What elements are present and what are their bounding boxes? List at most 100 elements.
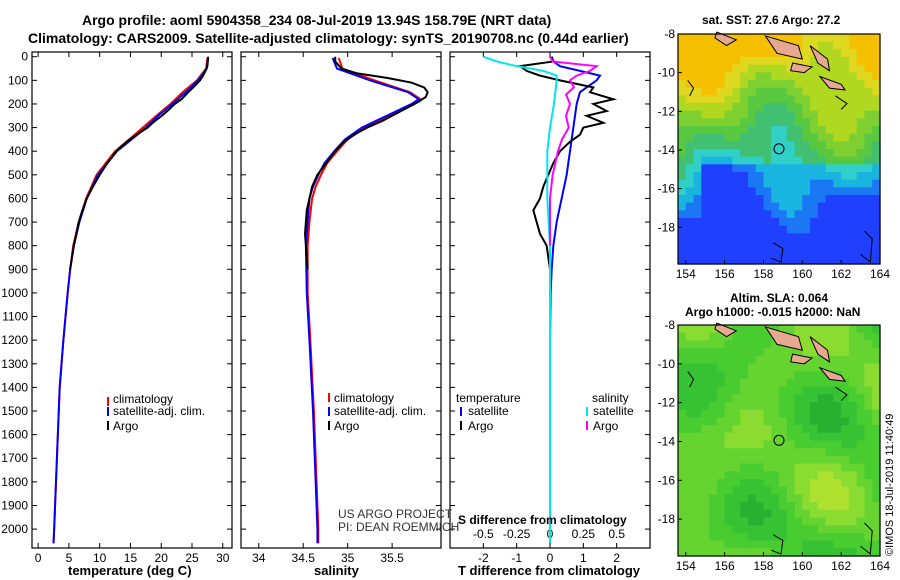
panel-sst-cell — [709, 87, 718, 96]
panel-sla-cell — [856, 371, 866, 380]
panel-sla-cell — [841, 371, 850, 380]
legend-s-argo-label: Argo — [593, 419, 619, 433]
panel-sst-cell — [848, 49, 858, 58]
panel-sst-cell — [810, 256, 819, 265]
panel-sla-cell — [825, 325, 834, 334]
credit-project: US ARGO PROJECT — [338, 507, 453, 521]
panel-sst-cell — [864, 126, 873, 135]
panel-sla-cell — [802, 371, 811, 380]
panel-sla-cell — [848, 363, 858, 372]
panel-sla-cell — [732, 348, 741, 357]
panel-sla-cell — [864, 471, 873, 480]
salinity-xtick-label: 34 — [252, 551, 266, 565]
panel-sla-cell — [848, 332, 858, 341]
panel-sst-cell — [872, 149, 881, 158]
panel-sla-cell — [779, 425, 788, 434]
panel-sla-cell — [794, 509, 803, 519]
panel-sla-cell — [740, 525, 749, 534]
panel-sst-cell — [693, 41, 702, 50]
panel-sla-cell — [724, 509, 733, 519]
panel-sst-cell — [724, 41, 733, 50]
panel-sla-cell — [794, 371, 803, 380]
panel-sla-cell — [810, 509, 819, 519]
panel-sst-cell — [833, 195, 842, 204]
panel-sst-cell — [848, 156, 858, 165]
panel-sla-cell — [802, 463, 811, 472]
panel-sla-cell — [825, 463, 834, 472]
legend-argo-label: Argo — [334, 419, 360, 433]
panel-sla-ytick-label: -18 — [658, 512, 676, 526]
panel-sla-cell — [716, 425, 726, 434]
panel-sst-cell — [685, 164, 695, 173]
panel-sst-cell — [841, 49, 850, 58]
panel-sst-cell — [794, 72, 803, 81]
panel-sla-cell — [856, 486, 866, 495]
panel-sst-cell — [825, 172, 834, 181]
panel-sst-cell — [771, 195, 780, 204]
panel-sla-cell — [685, 425, 695, 434]
panel-sst-cell — [841, 141, 850, 150]
panel-sst-cell — [786, 241, 796, 250]
panel-sst-cell — [747, 195, 757, 204]
panel-sla-cell — [825, 363, 834, 372]
panel-sst-cell — [841, 149, 850, 158]
panel-sst-cell — [841, 133, 850, 142]
panel-sst-xtick-label: 154 — [676, 267, 696, 281]
panel-sst-cell — [678, 164, 687, 173]
panel-sst-cell — [716, 248, 726, 257]
panel-sst-cell — [833, 218, 842, 227]
panel-sst-cell — [848, 64, 858, 73]
panel-sst-cell — [716, 218, 726, 227]
legend-t-satellite-label: satellite — [468, 404, 509, 418]
panel-sla-cell — [771, 409, 780, 418]
panel-sst-cell — [771, 187, 780, 196]
panel-sla-cell — [740, 371, 749, 380]
panel-sla-cell — [817, 325, 827, 334]
panel-sla-cell — [771, 425, 780, 434]
panel-sst-cell — [856, 34, 866, 43]
panel-sla-cell — [810, 455, 819, 465]
panel-sla-cell — [810, 471, 819, 480]
panel-sst-cell — [732, 210, 741, 219]
legend-argo-label: Argo — [113, 419, 139, 433]
panel-sst-cell — [747, 141, 757, 150]
panel-sst-cell — [779, 187, 788, 196]
salinity-profile-plot: 34 34.5 35 35.5 — [240, 51, 442, 565]
panel-sst-cell — [747, 49, 757, 58]
panel-sst-cell — [802, 57, 811, 66]
panel-sst-cell — [732, 256, 741, 265]
temperature-xtick-label: 5 — [66, 551, 73, 565]
panel-sst-cell — [755, 110, 765, 119]
panel-sst-cell — [864, 80, 873, 89]
panel-sla-cell — [864, 425, 873, 434]
panel-sla-cell — [802, 502, 811, 511]
panel-sst-cell — [856, 172, 866, 181]
panel-sst-cell — [802, 187, 811, 196]
panel-sla-cell — [833, 440, 842, 449]
panel-sst-cell — [716, 233, 726, 242]
panel-sla-cell — [701, 340, 710, 349]
panel-sla-cell — [763, 363, 772, 372]
panel-sla-cell — [716, 479, 726, 488]
panel-sst-cell — [732, 218, 741, 227]
panel-sla-cell — [810, 378, 819, 388]
panel-sst-cell — [856, 156, 866, 165]
panel-sst-cell — [755, 34, 765, 43]
panel-sst-cell — [856, 80, 866, 89]
panel-sst-cell — [678, 110, 687, 119]
panel-sla-cell — [755, 348, 765, 357]
panel-sst-cell — [802, 172, 811, 181]
depth-tick-label: 0 — [21, 50, 28, 64]
panel-sst-cell — [685, 195, 695, 204]
panel-sla-cell — [732, 540, 741, 549]
panel-sla-cell — [747, 463, 757, 472]
panel-sst-cell — [747, 118, 757, 127]
panel-sst-cell — [747, 202, 757, 211]
panel-sla-cell — [740, 440, 749, 449]
panel-sla-cell — [709, 448, 718, 457]
panel-sst-cell — [678, 80, 687, 89]
panel-sla-cell — [872, 409, 881, 418]
panel-sla-cell — [864, 486, 873, 495]
panel-sst-cell — [825, 41, 834, 50]
panel-sla-cell — [848, 479, 858, 488]
